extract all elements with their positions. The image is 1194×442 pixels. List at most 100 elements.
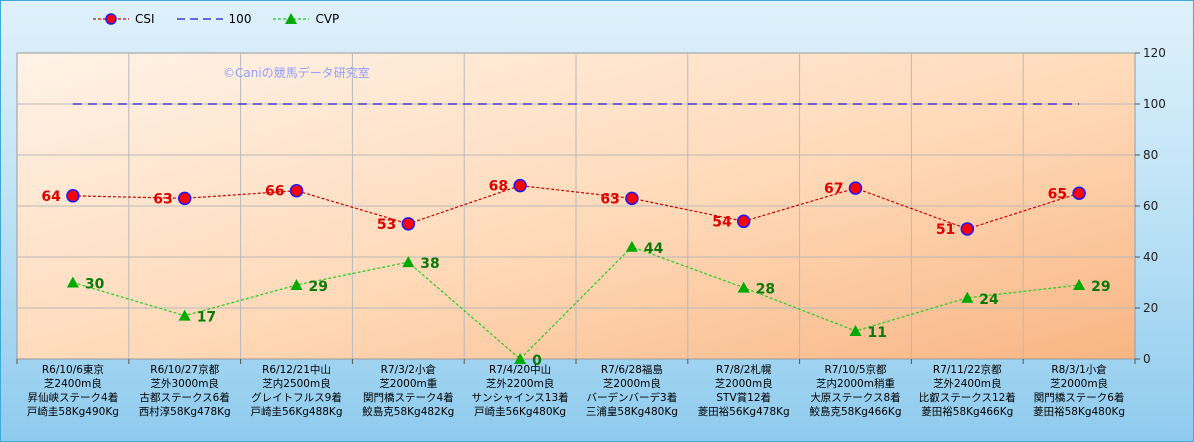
cvp-point <box>514 353 527 364</box>
csi-data-label: 63 <box>600 191 619 207</box>
x-tick-label: R7/3/2小倉芝2000m重関門橋ステーク4着鮫島克58Kg482Kg <box>362 363 454 418</box>
x-tick-label-line: R7/10/5京都 <box>824 363 887 376</box>
csi-data-label: 51 <box>936 222 955 238</box>
x-tick-label: R6/10/6東京芝2400m良昇仙峡ステーク4着戸崎圭58Kg490Kg <box>27 363 119 418</box>
x-tick-label-line: 比叡ステークス12着 <box>919 391 1016 404</box>
csi-point <box>625 191 639 206</box>
series-line-csi <box>72 184 1080 230</box>
csi-data-label: 68 <box>489 179 508 195</box>
cvp-data-label: 24 <box>979 292 999 308</box>
x-tick-label: R7/4/20中山芝外2200m良サンシャインス13着戸崎圭56Kg480Kg <box>472 363 569 418</box>
x-tick-label-line: 芝外2200m良 <box>486 377 554 390</box>
cvp-data-label: 29 <box>1091 279 1110 295</box>
y-tick-label: 0 <box>1143 352 1151 366</box>
y-tick-label: 20 <box>1143 301 1158 315</box>
cvp-point <box>737 281 750 293</box>
csi-point <box>736 214 751 229</box>
cvp-data-label: 11 <box>868 325 887 341</box>
legend-label-csi: CSI <box>135 12 155 26</box>
cvp-point <box>178 309 191 321</box>
dashed-line-icon <box>176 12 223 26</box>
x-tick-label: R7/11/22京都芝外2400m良比叡ステークス12着菱田裕58Kg466Kg <box>919 363 1016 418</box>
cvp-data-label: 44 <box>644 241 664 257</box>
x-tick-label-line: 関門橋ステーク4着 <box>363 391 454 404</box>
y-tick-label: 60 <box>1143 199 1158 213</box>
x-tick-label: R6/10/27京都芝外3000m良古都ステークス6着西村淳58Kg478Kg <box>139 363 231 418</box>
x-tick-label-line: 戸崎圭56Kg480Kg <box>474 405 566 418</box>
cvp-data-label: 30 <box>85 277 105 293</box>
csi-data-label: 53 <box>377 217 396 233</box>
csi-point <box>66 189 80 203</box>
cvp-data-label: 38 <box>420 256 439 272</box>
y-tick-label: 80 <box>1143 148 1158 162</box>
x-tick-label-line: 三浦皇58Kg480Kg <box>586 405 678 418</box>
csi-point <box>848 181 863 195</box>
x-tick-label: R8/3/1小倉芝2000m良関門橋ステーク6着菱田裕58Kg480Kg <box>1033 363 1125 418</box>
cvp-point <box>402 256 415 268</box>
x-tick-label-line: 鮫島克58Kg466Kg <box>809 405 901 418</box>
x-tick-label-line: 菱田裕56Kg478Kg <box>698 405 790 418</box>
watermark: ©Caniの競馬データ研究室 <box>223 65 370 80</box>
x-tick-label: R7/8/2札幌芝2000m良 STV賞12着菱田裕56Kg478Kg <box>698 363 790 418</box>
x-tick-label-line: 戸崎圭56Kg488Kg <box>250 405 342 418</box>
csi-data-label: 54 <box>712 214 732 230</box>
x-tick-label-line: 芝2000m良 <box>603 377 661 390</box>
legend-item-cvp: CVP <box>273 12 339 26</box>
x-tick-label-line: R7/3/2小倉 <box>381 363 437 376</box>
x-tick-label-line: 芝2000m重 <box>379 377 437 390</box>
csi-data-label: 64 <box>41 189 61 205</box>
x-tick-label-line: 昇仙峡ステーク4着 <box>28 391 119 404</box>
csi-line-marker-icon <box>93 12 129 26</box>
csi-point <box>177 191 192 206</box>
x-tick-label-line: 芝内2500m良 <box>262 377 330 390</box>
x-tick-label-line: 芝外3000m良 <box>150 377 218 390</box>
x-tick-label: R7/6/28福島芝2000m良バーデンバーデ3着三浦皇58Kg480Kg <box>586 363 678 418</box>
legend: CSI 100 CVP <box>93 10 339 28</box>
cvp-point <box>66 276 79 288</box>
x-tick-label-line: バーデンバーデ3着 <box>587 391 678 404</box>
cvp-line-triangle-icon <box>273 12 310 26</box>
csi-point <box>513 178 527 193</box>
cvp-data-label: 28 <box>756 282 775 298</box>
x-tick-label-line: 関門橋ステーク6着 <box>1034 391 1125 404</box>
x-tick-label-line: 西村淳58Kg478Kg <box>139 405 231 418</box>
x-tick-label-line: サンシャインス13着 <box>472 391 569 404</box>
x-tick-label-line: グレイトフルス9着 <box>251 391 342 404</box>
x-tick-label-line: 菱田裕58Kg466Kg <box>921 405 1013 418</box>
y-tick-label: 100 <box>1143 97 1166 111</box>
cvp-data-label: 17 <box>197 310 216 326</box>
x-tick-label-line: 芝外2400m良 <box>933 377 1001 390</box>
x-tick-label-line: R6/10/6東京 <box>42 363 104 376</box>
x-tick-label-line: 菱田裕58Kg480Kg <box>1033 405 1125 418</box>
csi-point <box>1072 186 1086 200</box>
x-tick-label-line: 古都ステークス6着 <box>140 391 230 404</box>
x-tick-label-line: 大原ステークス8着 <box>810 391 900 404</box>
cvp-data-label: 0 <box>532 353 542 369</box>
x-tick-label-line: R7/6/28福島 <box>601 363 663 376</box>
x-tick-label-line: 芝内2000m稍重 <box>816 377 895 390</box>
cvp-point <box>961 291 974 303</box>
x-tick-label: R7/10/5京都芝内2000m稍重大原ステークス8着鮫島克58Kg466Kg <box>809 363 901 418</box>
x-tick-label: R6/12/21中山芝内2500m良グレイトフルス9着戸崎圭56Kg488Kg <box>250 363 342 418</box>
x-tick-label-line: R7/8/2札幌 <box>716 363 772 376</box>
y-tick-label: 40 <box>1143 250 1158 264</box>
x-tick-label-line: R7/11/22京都 <box>933 363 1002 376</box>
legend-item-csi: CSI <box>93 12 155 26</box>
series-line-cvp <box>72 246 1080 360</box>
legend-label-100: 100 <box>228 12 252 26</box>
x-tick-label-line: 鮫島克58Kg482Kg <box>362 405 454 418</box>
csi-point <box>289 183 304 198</box>
cvp-data-label: 29 <box>309 279 328 295</box>
x-tick-label-line: 芝2400m良 <box>44 377 102 390</box>
x-tick-label-line: STV賞12着 <box>716 391 771 404</box>
x-tick-label-line: R6/12/21中山 <box>262 363 331 376</box>
x-tick-label-line: R7/4/20中山 <box>489 363 551 376</box>
cvp-point <box>625 240 638 252</box>
csi-data-label: 66 <box>265 184 284 200</box>
cvp-point <box>290 279 303 291</box>
x-tick-label-line: R8/3/1小倉 <box>1051 363 1107 376</box>
csi-point <box>401 217 416 231</box>
cvp-point <box>1073 279 1086 291</box>
